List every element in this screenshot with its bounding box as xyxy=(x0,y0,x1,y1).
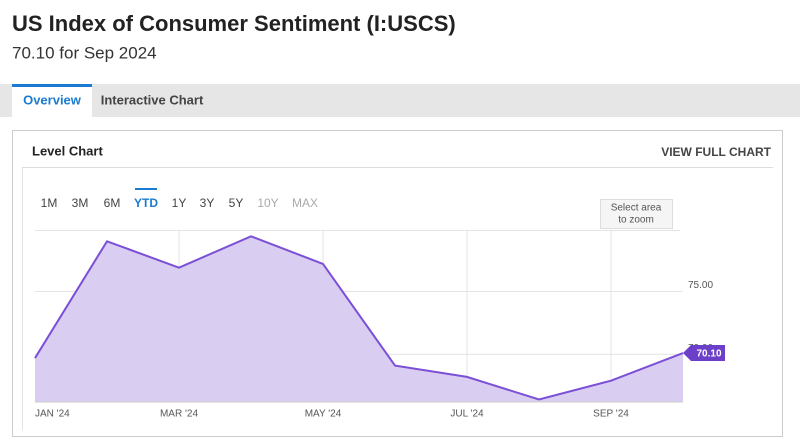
value-label: 70.10 xyxy=(696,349,721,360)
tab[interactable]: Overview xyxy=(23,92,82,107)
range-button: MAX xyxy=(292,196,318,210)
view-full-chart[interactable]: VIEW FULL CHART xyxy=(661,145,771,159)
tab-indicator xyxy=(12,84,92,87)
zoom-hint: to zoom xyxy=(618,215,654,226)
x-tick-label: JAN '24 xyxy=(35,409,70,420)
range-button[interactable]: 6M xyxy=(104,196,121,210)
range-button[interactable]: 5Y xyxy=(229,196,244,210)
range-button[interactable]: 3M xyxy=(72,196,89,210)
chart-controls: Select area to zoom 1M 3M 6M YTD 1Y 3Y 5Y 10Y MA… xyxy=(41,188,673,229)
panel-title: Level Chart xyxy=(32,143,103,158)
tab[interactable]: Interactive Chart xyxy=(101,92,204,107)
range-button[interactable]: 1M xyxy=(41,196,58,210)
area xyxy=(35,236,683,402)
x-tick-label: MAY '24 xyxy=(305,409,342,420)
page-subtitle: 70.10 for Sep 2024 xyxy=(12,43,157,62)
active-indicator xyxy=(135,188,157,190)
tab-active[interactable] xyxy=(12,84,92,117)
x-tick-label: MAR '24 xyxy=(160,409,198,420)
zoom-hint-box xyxy=(600,199,673,229)
tab-bar xyxy=(0,84,800,117)
range-button[interactable]: YTD xyxy=(134,196,158,210)
page-title: US Index of Consumer Sentiment (I:USCS) xyxy=(12,11,456,36)
value-badge xyxy=(683,345,725,362)
y-tick-label: 75.00 xyxy=(688,280,713,291)
range-button[interactable]: 3Y xyxy=(200,196,215,210)
range-button: 10Y xyxy=(257,196,278,210)
x-tick-label: JUL '24 xyxy=(450,409,484,420)
line xyxy=(34,235,684,401)
range-button[interactable]: 1Y xyxy=(172,196,187,210)
zoom-hint: Select area xyxy=(611,203,662,214)
x-tick-label: SEP '24 xyxy=(593,409,629,420)
